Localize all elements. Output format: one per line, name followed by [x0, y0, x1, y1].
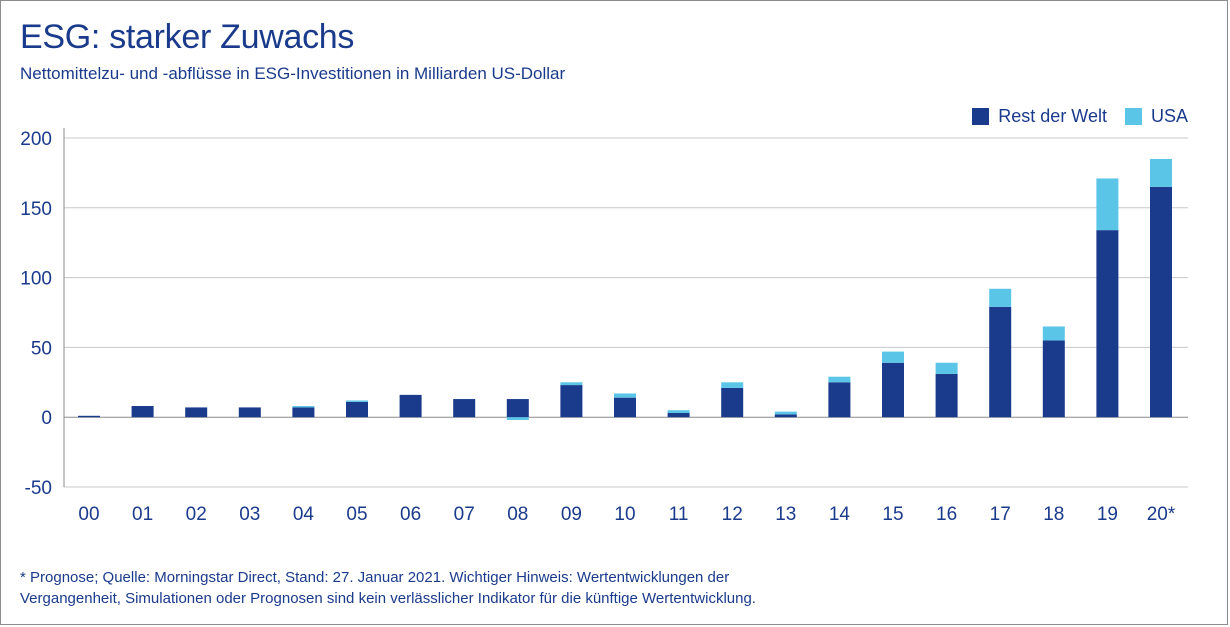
- x-tick-label: 00: [78, 504, 99, 525]
- bar-rest-der-welt-19: [1096, 230, 1119, 418]
- legend-swatch-usa: [1124, 108, 1142, 125]
- legend-item-rest-der-welt: Rest der Welt: [972, 106, 1107, 127]
- bar-rest-der-welt-06: [399, 394, 422, 418]
- bar-usa-09: [560, 382, 583, 386]
- x-tick-label: 14: [829, 504, 851, 525]
- x-tick-label: 04: [293, 504, 315, 525]
- bar-usa-12: [721, 382, 744, 388]
- bar-rest-der-welt-13: [774, 414, 797, 418]
- bar-rest-der-welt-16: [935, 373, 958, 418]
- y-tick-label: 150: [20, 199, 52, 220]
- bar-rest-der-welt-20: [1150, 186, 1172, 418]
- bar-usa-18: [1042, 326, 1065, 341]
- bar-rest-der-welt-03: [238, 407, 261, 418]
- bar-rest-der-welt-12: [721, 387, 744, 418]
- bar-usa-04: [292, 406, 315, 408]
- x-tick-label: 10: [614, 504, 635, 525]
- legend-label-usa: USA: [1150, 106, 1188, 126]
- legend-item-usa: USA: [1124, 106, 1188, 127]
- x-tick-label: 15: [882, 504, 903, 525]
- x-tick-label: 19: [1097, 504, 1118, 525]
- bar-usa-14: [828, 376, 851, 383]
- chart-legend: Rest der Welt USA: [954, 106, 1188, 127]
- bar-usa-16: [935, 362, 958, 374]
- x-tick-label: 17: [990, 504, 1011, 525]
- y-tick-label: 50: [31, 338, 52, 359]
- bar-usa-15: [882, 351, 904, 363]
- x-tick-label: 07: [454, 504, 475, 525]
- bar-rest-der-welt-09: [560, 385, 583, 418]
- x-tick-label: 20*: [1147, 504, 1176, 525]
- y-tick-label: 200: [20, 129, 52, 150]
- legend-label-rest-der-welt: Rest der Welt: [998, 106, 1107, 126]
- footnote: * Prognose; Quelle: Morningstar Direct, …: [20, 567, 756, 609]
- x-tick-label: 13: [775, 504, 796, 525]
- y-tick-label: -50: [25, 478, 52, 499]
- bar-rest-der-welt-01: [131, 406, 154, 418]
- x-tick-label: 12: [722, 504, 743, 525]
- bar-usa-13: [774, 411, 797, 415]
- bar-rest-der-welt-08: [506, 399, 529, 418]
- x-tick-label: 08: [507, 504, 528, 525]
- chart-subtitle: Nettomittelzu- und -abflüsse in ESG-Inve…: [20, 64, 566, 83]
- x-tick-label: 18: [1043, 504, 1064, 525]
- bar-rest-der-welt-17: [989, 306, 1012, 418]
- chart-title: ESG: starker Zuwachs: [20, 18, 355, 56]
- bar-rest-der-welt-04: [292, 407, 315, 418]
- x-tick-label: 01: [132, 504, 153, 525]
- x-tick-label: 11: [669, 504, 689, 525]
- footnote-line-2: Vergangenheit, Simulationen oder Prognos…: [20, 590, 756, 607]
- bar-rest-der-welt-02: [185, 407, 208, 418]
- footnote-line-1: * Prognose; Quelle: Morningstar Direct, …: [20, 569, 730, 586]
- x-tick-label: 03: [239, 504, 260, 525]
- x-tick-label: 06: [400, 504, 421, 525]
- bar-usa-11: [667, 410, 690, 414]
- bar-rest-der-welt-18: [1042, 340, 1065, 418]
- y-tick-label: 100: [20, 269, 52, 290]
- x-tick-label: 09: [561, 504, 582, 525]
- bar-rest-der-welt-00: [78, 415, 100, 418]
- bar-usa-10: [614, 393, 636, 398]
- bar-rest-der-welt-14: [828, 382, 851, 418]
- bar-usa-08: [506, 417, 529, 420]
- bar-usa-20: [1150, 158, 1172, 187]
- y-tick-label: 0: [41, 408, 52, 429]
- bar-rest-der-welt-15: [882, 362, 904, 418]
- legend-swatch-rest-der-welt: [972, 108, 990, 125]
- x-tick-label: 02: [186, 504, 207, 525]
- bar-rest-der-welt-05: [346, 401, 368, 418]
- bar-usa-05: [346, 400, 368, 402]
- x-tick-label: 16: [936, 504, 957, 525]
- x-tick-label: 05: [346, 504, 367, 525]
- bar-usa-17: [989, 288, 1012, 307]
- bar-rest-der-welt-10: [614, 397, 636, 418]
- bar-usa-19: [1096, 178, 1119, 231]
- bar-rest-der-welt-07: [453, 399, 476, 418]
- bar-rest-der-welt-11: [667, 413, 690, 418]
